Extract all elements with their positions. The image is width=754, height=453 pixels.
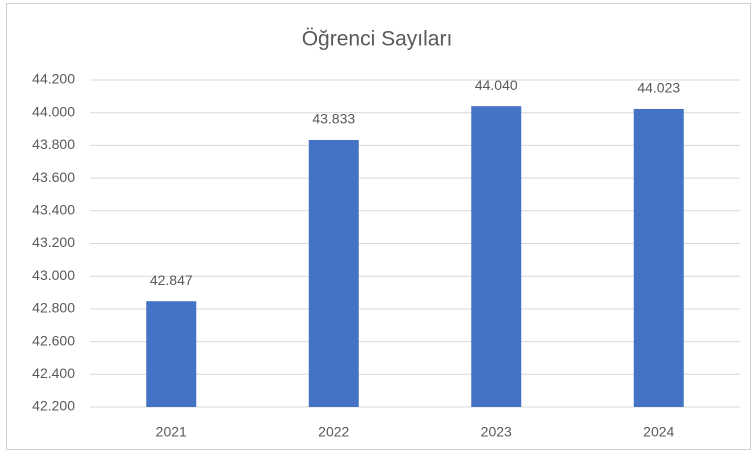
x-tick-label: 2023 xyxy=(481,424,512,440)
data-label: 43.833 xyxy=(312,111,355,127)
x-tick-label: 2024 xyxy=(643,424,674,440)
data-label: 44.040 xyxy=(475,77,518,93)
bar xyxy=(633,108,684,407)
bar xyxy=(146,301,197,407)
y-tick-label: 42.800 xyxy=(32,300,75,316)
y-tick-label: 42.200 xyxy=(32,398,75,414)
y-tick-label: 42.600 xyxy=(32,332,75,348)
y-tick-label: 43.200 xyxy=(32,234,75,250)
y-tick-label: 43.000 xyxy=(32,267,75,283)
data-label: 42.847 xyxy=(150,272,193,288)
y-tick-label: 44.200 xyxy=(32,71,75,87)
bar xyxy=(308,140,359,407)
chart-title: Öğrenci Sayıları xyxy=(302,28,453,51)
bar xyxy=(471,106,522,407)
x-tick-label: 2021 xyxy=(156,424,187,440)
data-label: 44.023 xyxy=(637,80,680,96)
x-tick-label: 2022 xyxy=(318,424,349,440)
y-tick-label: 44.000 xyxy=(32,103,75,119)
chart-border xyxy=(6,3,751,450)
y-tick-label: 43.600 xyxy=(32,169,75,185)
y-tick-label: 43.400 xyxy=(32,202,75,218)
y-tick-label: 43.800 xyxy=(32,136,75,152)
y-tick-label: 42.400 xyxy=(32,365,75,381)
